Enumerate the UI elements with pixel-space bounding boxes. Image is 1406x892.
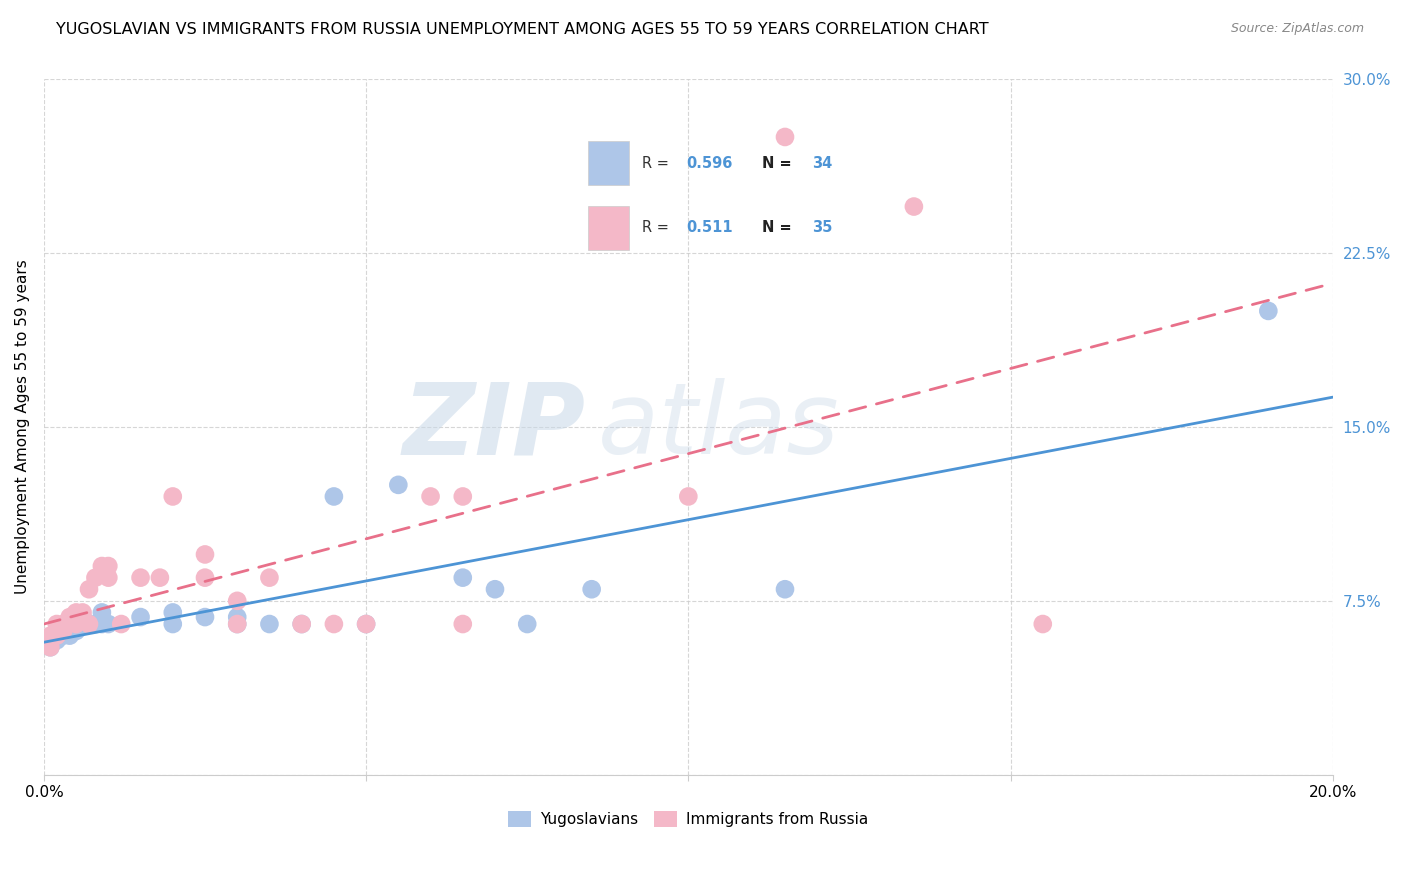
Point [90, 617, 112, 632]
Point [1257, 304, 1279, 318]
Point [72, 617, 94, 632]
Point [84, 617, 107, 632]
Point [77, 617, 100, 632]
Point [129, 571, 152, 585]
Point [194, 571, 217, 585]
Point [291, 617, 314, 632]
Point [52, 624, 75, 638]
Text: ZIP: ZIP [402, 378, 585, 475]
Point [77, 617, 100, 632]
Text: atlas: atlas [598, 378, 839, 475]
Point [162, 490, 184, 504]
Point [52, 617, 75, 632]
Point [678, 490, 700, 504]
Point [226, 617, 249, 632]
Point [451, 490, 474, 504]
Point [65, 617, 87, 632]
Point [1032, 617, 1054, 632]
Point [226, 610, 249, 624]
Point [484, 582, 506, 597]
Point [773, 582, 796, 597]
Point [77, 582, 100, 597]
Point [194, 548, 217, 562]
Point [84, 571, 107, 585]
Point [39, 629, 62, 643]
Point [90, 606, 112, 620]
Point [354, 617, 377, 632]
Point [97, 571, 120, 585]
Point [226, 617, 249, 632]
Point [90, 559, 112, 574]
Point [903, 200, 925, 214]
Point [72, 606, 94, 620]
Point [194, 610, 217, 624]
Legend: Yugoslavians, Immigrants from Russia: Yugoslavians, Immigrants from Russia [502, 805, 875, 833]
Point [581, 582, 603, 597]
Point [354, 617, 377, 632]
Point [419, 490, 441, 504]
Point [226, 594, 249, 608]
Point [291, 617, 314, 632]
Point [52, 629, 75, 643]
Point [110, 617, 132, 632]
Point [52, 624, 75, 638]
Point [65, 606, 87, 620]
Point [65, 624, 87, 638]
Text: Source: ZipAtlas.com: Source: ZipAtlas.com [1230, 22, 1364, 36]
Point [162, 617, 184, 632]
Point [39, 633, 62, 648]
Point [322, 617, 344, 632]
Point [451, 571, 474, 585]
Point [59, 629, 82, 643]
Point [65, 622, 87, 636]
Point [451, 617, 474, 632]
Point [45, 629, 67, 643]
Point [45, 633, 67, 648]
Point [59, 622, 82, 636]
Point [39, 640, 62, 655]
Point [72, 610, 94, 624]
Point [516, 617, 538, 632]
Point [773, 130, 796, 145]
Point [387, 478, 409, 492]
Point [45, 629, 67, 643]
Point [162, 606, 184, 620]
Point [322, 490, 344, 504]
Y-axis label: Unemployment Among Ages 55 to 59 years: Unemployment Among Ages 55 to 59 years [15, 260, 30, 594]
Point [97, 617, 120, 632]
Point [39, 640, 62, 655]
Point [45, 617, 67, 632]
Point [129, 610, 152, 624]
Point [259, 617, 281, 632]
Text: YUGOSLAVIAN VS IMMIGRANTS FROM RUSSIA UNEMPLOYMENT AMONG AGES 55 TO 59 YEARS COR: YUGOSLAVIAN VS IMMIGRANTS FROM RUSSIA UN… [56, 22, 988, 37]
Point [59, 610, 82, 624]
Point [149, 571, 172, 585]
Point [97, 559, 120, 574]
Point [259, 571, 281, 585]
